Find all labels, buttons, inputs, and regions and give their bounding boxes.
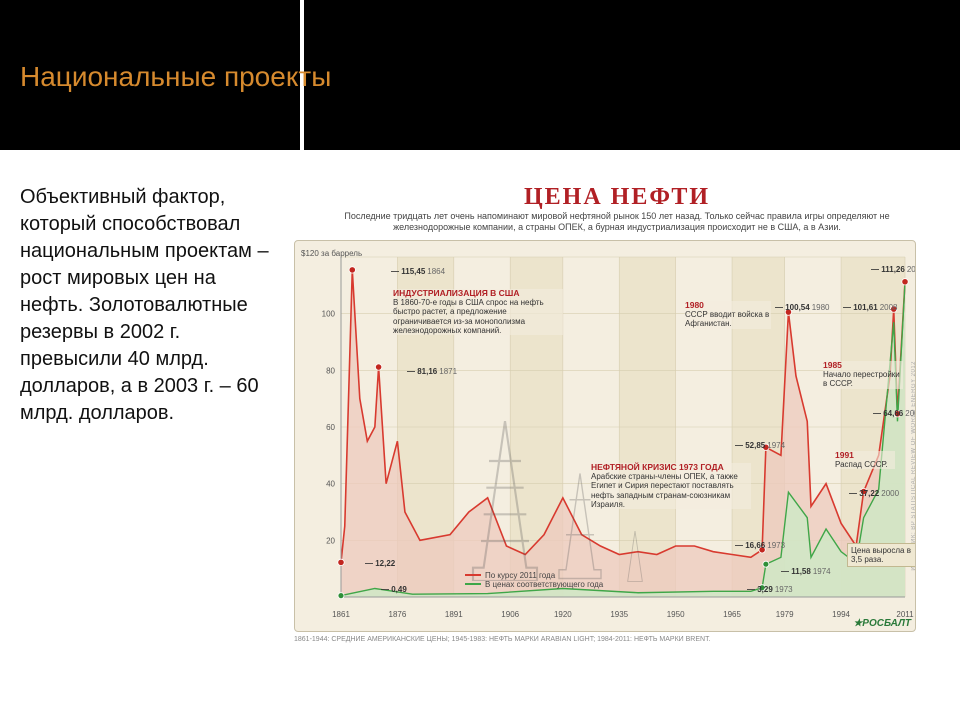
chart-title: ЦЕНА НЕФТИ — [294, 184, 940, 211]
chart-legend: По курсу 2011 годаВ ценах соответствующе… — [465, 571, 603, 589]
data-callout: — 115,451864 — [391, 267, 445, 276]
brand-logo: ★РОСБАЛТ — [853, 618, 911, 629]
chart-annotation: 1991Распад СССР. — [835, 451, 895, 470]
data-callout: — 12,22 — [365, 559, 395, 568]
svg-text:1935: 1935 — [610, 610, 628, 619]
data-callout: — 37,222000 — [849, 489, 899, 498]
svg-text:1965: 1965 — [723, 610, 741, 619]
svg-text:1994: 1994 — [832, 610, 850, 619]
svg-text:1906: 1906 — [501, 610, 519, 619]
data-callout: — 111,262011 — [871, 265, 916, 274]
chart-annotation: ИНДУСТРИАЛИЗАЦИЯ В СШАВ 1860-70-е годы в… — [393, 289, 563, 336]
data-callout: — 64,662009 — [873, 409, 916, 418]
svg-text:1920: 1920 — [554, 610, 572, 619]
data-callout: — 100,541980 — [775, 303, 830, 312]
data-callout: — 16,661973 — [735, 541, 785, 550]
svg-text:1979: 1979 — [776, 610, 794, 619]
data-callout: — 52,851974 — [735, 441, 785, 450]
slide-body-text: Объективный фактор, который способствова… — [20, 184, 294, 684]
data-callout: — 11,581974 — [781, 567, 831, 576]
chart-annotation: 1985Начало перестройки в СССР. — [823, 361, 903, 389]
svg-text:1891: 1891 — [445, 610, 463, 619]
data-callout: — 81,161871 — [407, 367, 457, 376]
svg-text:100: 100 — [322, 309, 336, 318]
svg-text:1876: 1876 — [389, 610, 407, 619]
chart-source: ИСТОЧНИК: BP STATISTICAL REVIEW OF WORLD… — [911, 361, 916, 571]
chart-footer: 1861-1944: СРЕДНИЕ АМЕРИКАНСКИЕ ЦЕНЫ; 19… — [294, 632, 940, 643]
data-callout: — 0,49 — [381, 585, 407, 594]
data-callout: — 101,612008 — [843, 303, 898, 312]
svg-text:20: 20 — [326, 536, 335, 545]
svg-text:1861: 1861 — [332, 610, 350, 619]
oil-price-chart: ЦЕНА НЕФТИ Последние тридцать лет очень … — [294, 184, 940, 684]
svg-text:60: 60 — [326, 423, 335, 432]
slide-title: Национальные проекты — [20, 60, 331, 94]
svg-text:40: 40 — [326, 479, 335, 488]
svg-text:1950: 1950 — [667, 610, 685, 619]
data-callout: — 3,291973 — [747, 585, 793, 594]
y-axis-label: $120 за баррель — [301, 249, 362, 258]
chart-note: Цена выросла в 3,5 раза. — [847, 543, 916, 567]
chart-annotation: 1980СССР вводит войска в Афганистан. — [685, 301, 771, 329]
chart-subtitle: Последние тридцать лет очень напоминают … — [294, 211, 940, 240]
svg-text:80: 80 — [326, 366, 335, 375]
chart-annotation: НЕФТЯНОЙ КРИЗИС 1973 ГОДААрабские страны… — [591, 463, 751, 510]
